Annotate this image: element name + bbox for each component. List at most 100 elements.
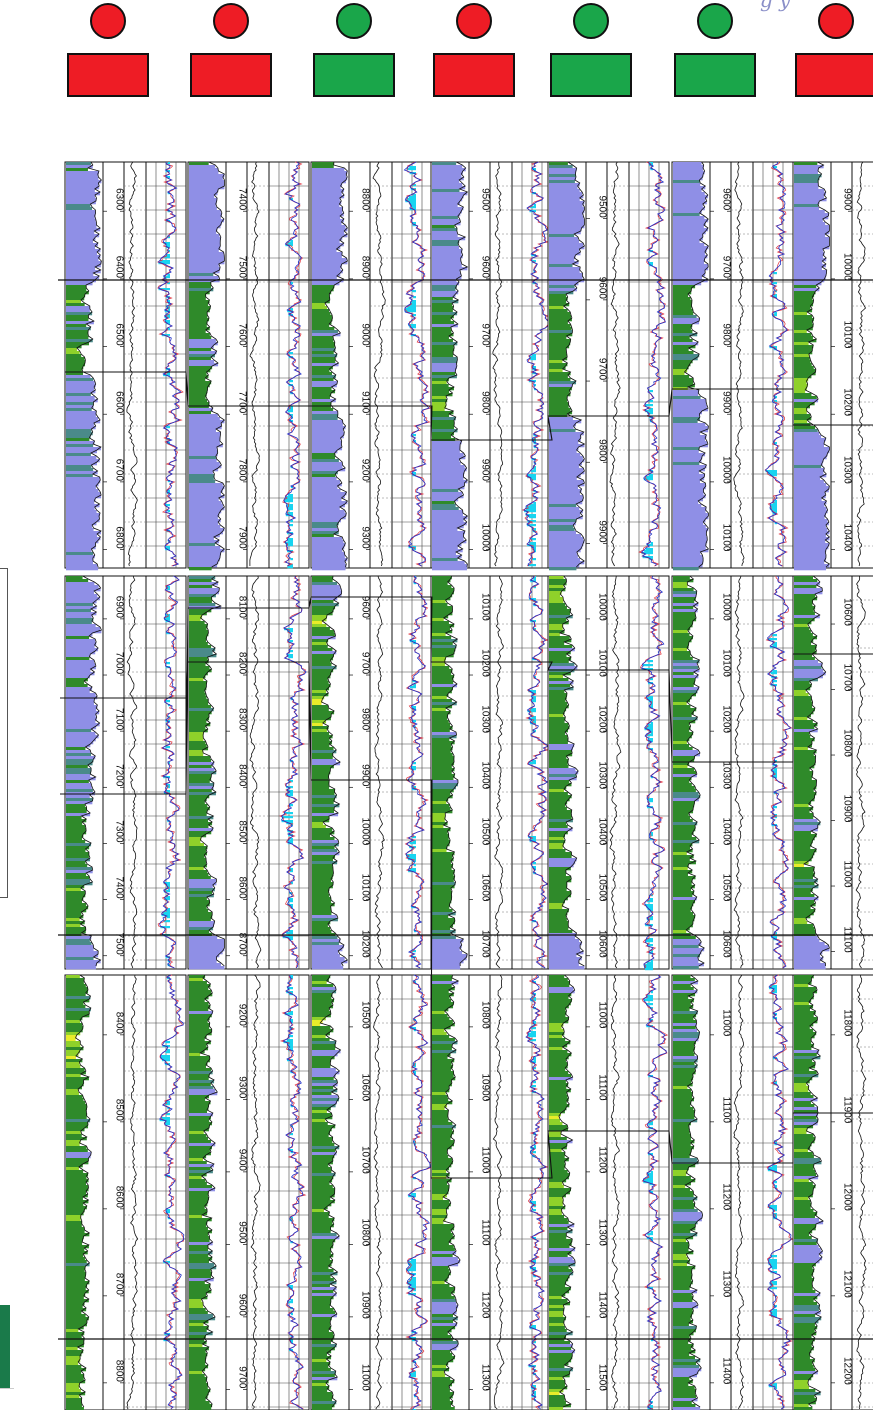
gr-fill-band — [312, 750, 337, 754]
gr-fill-band — [312, 1137, 333, 1141]
gr-fill-band — [432, 336, 449, 340]
por-fill-band — [647, 660, 653, 663]
por-fill-band — [162, 912, 170, 915]
gr-fill-band — [189, 408, 213, 412]
gr-fill-band — [673, 1242, 689, 1246]
gr-fill-band — [432, 492, 463, 496]
gr-fill-band — [794, 891, 811, 895]
gr-fill-band — [66, 300, 81, 304]
por-fill-band — [290, 520, 293, 523]
gr-fill-band — [432, 648, 456, 652]
gr-fill-band — [432, 687, 453, 691]
gr-fill-band — [189, 1095, 209, 1099]
por-fill-band — [288, 1011, 293, 1014]
gr-fill-band — [673, 1071, 696, 1075]
gr-fill-band — [312, 816, 330, 820]
gr-fill-band — [673, 282, 702, 286]
por-fill-band — [167, 300, 170, 303]
gr-fill-band — [66, 891, 86, 895]
gr-fill-band — [673, 270, 706, 274]
gr-fill-band — [794, 438, 826, 442]
gr-fill-band — [794, 327, 813, 331]
por-fill-band — [649, 730, 653, 733]
por-fill-band — [408, 1267, 416, 1270]
gr-fill-band — [312, 1113, 332, 1117]
gr-fill-band — [673, 1317, 691, 1321]
gr-fill-band — [549, 417, 573, 421]
depth-label: 10800 — [480, 1001, 491, 1029]
res-curve — [374, 575, 385, 969]
gr-fill-band — [189, 1131, 204, 1135]
gr-fill-band — [189, 366, 213, 370]
gr-fill-band — [189, 876, 211, 880]
gr-fill-band — [432, 1020, 453, 1024]
gr-fill-band — [549, 852, 572, 856]
gr-fill-band — [66, 1386, 80, 1390]
por-fill-band — [411, 314, 416, 317]
gr-fill-band — [66, 1371, 82, 1375]
gr-fill-band — [312, 195, 345, 199]
por-fill-band — [286, 242, 293, 245]
gr-fill-band — [66, 315, 89, 319]
gr-fill-band — [312, 1248, 331, 1252]
gr-fill-band — [189, 441, 220, 445]
gr-fill-band — [66, 627, 101, 631]
gr-fill-band — [549, 1320, 565, 1324]
gr-fill-band — [794, 1068, 810, 1072]
por-fill-band — [167, 236, 170, 239]
gr-fill-band — [189, 1092, 218, 1096]
gr-fill-band — [66, 963, 97, 967]
gr-fill-band — [312, 270, 343, 274]
gr-fill-band — [432, 639, 458, 643]
gr-fill-band — [66, 1152, 92, 1156]
gr-fill-band — [549, 993, 572, 997]
gr-fill-band — [794, 903, 816, 907]
gr-fill-band — [66, 1128, 85, 1132]
gr-fill-band — [312, 909, 332, 913]
gr-fill-band — [66, 759, 94, 763]
gr-fill-band — [794, 426, 816, 430]
gr-fill-band — [673, 1083, 693, 1087]
gr-fill-band — [189, 1368, 206, 1372]
gr-fill-band — [549, 1038, 566, 1042]
gr-fill-band — [189, 1350, 206, 1354]
gr-fill-band — [312, 1368, 331, 1372]
gr-fill-band — [794, 1236, 812, 1240]
gr-fill-band — [673, 180, 700, 184]
por-fill-band — [409, 868, 416, 871]
por-density-curve — [639, 575, 666, 969]
gr-fill-band — [312, 840, 339, 844]
gr-fill-band — [312, 996, 332, 1000]
gr-fill-band — [432, 1014, 448, 1018]
gr-fill-band — [673, 249, 707, 253]
gr-fill-band — [794, 1266, 813, 1270]
gr-fill-band — [312, 264, 342, 268]
gr-fill-band — [794, 831, 811, 835]
gr-fill-band — [549, 300, 567, 304]
por-fill-band — [165, 616, 170, 619]
por-fill-band — [406, 198, 416, 201]
gr-fill-band — [189, 1206, 205, 1210]
gr-fill-band — [189, 201, 217, 205]
gr-fill-band — [66, 441, 95, 445]
gr-fill-band — [549, 909, 569, 913]
gr-fill-band — [66, 1380, 86, 1384]
gr-fill-band — [432, 1404, 452, 1408]
por-fill-band — [290, 882, 293, 885]
gr-fill-band — [549, 174, 576, 178]
gr-fill-band — [66, 447, 101, 451]
gr-fill-band — [432, 282, 460, 286]
depth-label: 11300 — [480, 1364, 491, 1392]
gr-fill-band — [312, 354, 338, 358]
gr-fill-band — [549, 1203, 563, 1207]
gr-fill-band — [312, 927, 331, 931]
gr-fill-band — [794, 1140, 815, 1144]
gr-fill-band — [189, 990, 212, 994]
gr-fill-band — [794, 447, 830, 451]
gr-fill-band — [549, 702, 568, 706]
gr-fill-band — [312, 999, 335, 1003]
gr-fill-band — [189, 1062, 208, 1066]
gr-fill-band — [794, 1170, 816, 1174]
gr-fill-band — [312, 960, 348, 964]
